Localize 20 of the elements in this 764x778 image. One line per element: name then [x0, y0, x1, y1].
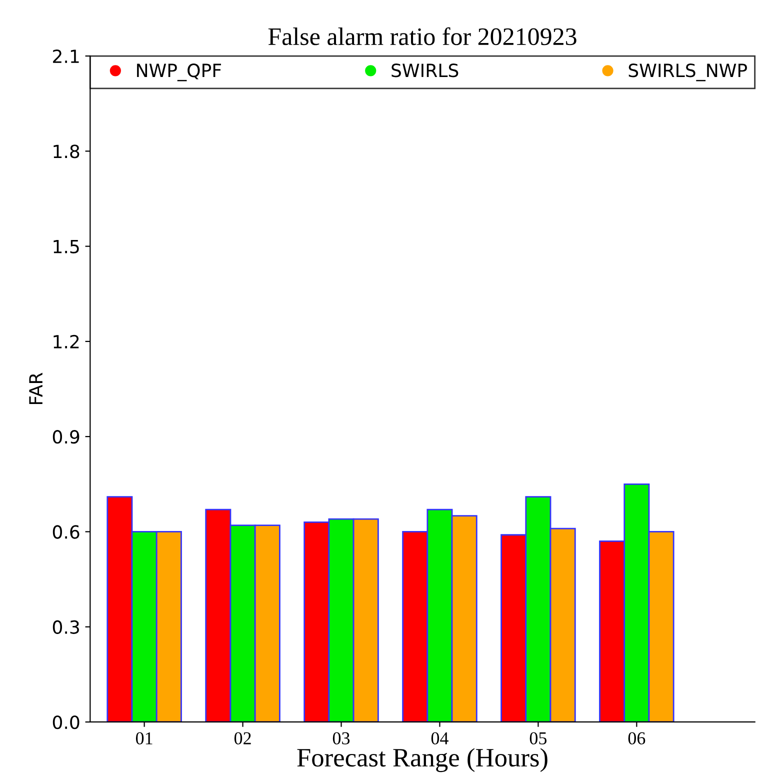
y-tick-label: 0.3: [52, 620, 79, 634]
x-axis-title: Forecast Range (Hours): [297, 748, 548, 772]
x-tick-label: 03: [332, 732, 350, 744]
x-tick-label: 01: [136, 732, 152, 744]
y-tick-label: 1.8: [54, 144, 80, 158]
x-tick-label: 02: [234, 732, 251, 744]
y-tick-label: 0.6: [52, 525, 80, 539]
x-tick-label: 04: [431, 732, 448, 744]
legend-label: SWIRLS_NWP: [628, 64, 747, 82]
y-tick-label: 0.0: [52, 715, 80, 730]
legend-label: NWP_QPF: [137, 64, 221, 82]
y-tick-label: 0.9: [52, 430, 80, 444]
y-axis-title: FAR: [29, 372, 42, 404]
x-tick-label: 05: [530, 732, 547, 744]
y-tick-label: 1.5: [54, 240, 79, 254]
y-tick-label: 2.1: [53, 49, 79, 63]
x-tick-label: 06: [628, 732, 646, 744]
legend-label: SWIRLS: [392, 64, 458, 78]
chart-title: False alarm ratio for 20210923: [268, 27, 576, 46]
y-tick-label: 1.2: [54, 334, 79, 348]
